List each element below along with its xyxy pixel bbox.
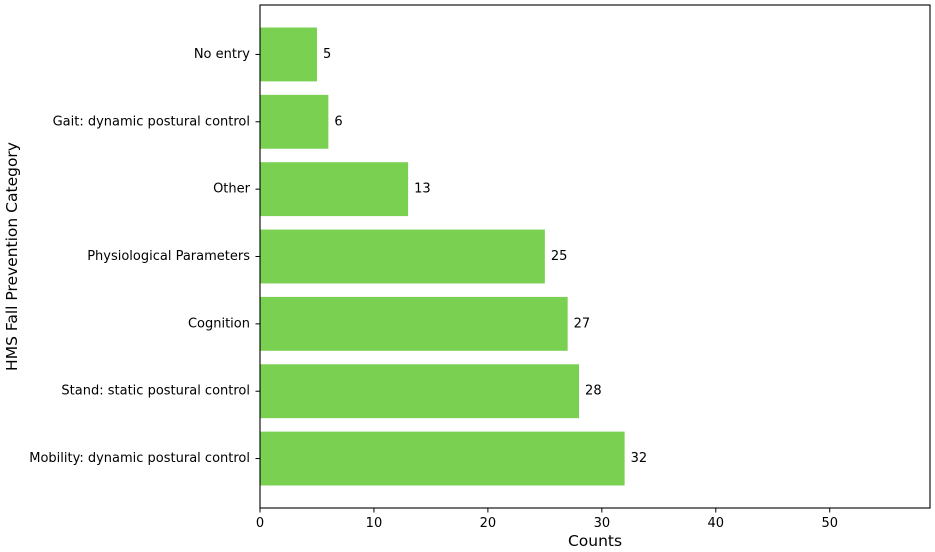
x-axis-label: Counts — [568, 532, 622, 550]
bar-6 — [260, 27, 317, 82]
y-axis-ticks: Mobility: dynamic postural control Stand:… — [29, 47, 260, 466]
bar-5 — [260, 94, 329, 149]
x-tick-label-4: 40 — [708, 516, 725, 531]
bars-group: 32 28 27 25 13 6 5 — [260, 27, 648, 486]
x-axis-ticks: 0 10 20 30 40 50 — [256, 508, 838, 531]
data-label-0: 32 — [631, 451, 648, 466]
data-label-6: 5 — [323, 47, 331, 62]
bar-2 — [260, 296, 568, 351]
y-tick-label-2: Cognition — [188, 316, 250, 331]
bar-1 — [260, 364, 580, 419]
bar-3 — [260, 229, 545, 284]
x-tick-label-1: 10 — [366, 516, 383, 531]
bar-4 — [260, 162, 409, 217]
y-tick-label-6: No entry — [194, 47, 250, 62]
y-tick-label-1: Stand: static postural control — [61, 384, 250, 399]
x-tick-label-0: 0 — [256, 516, 264, 531]
x-tick-label-3: 30 — [594, 516, 611, 531]
y-axis-label: HMS Fall Prevention Category — [3, 142, 21, 371]
y-tick-label-5: Gait: dynamic postural control — [53, 114, 250, 129]
bar-0 — [260, 431, 625, 486]
y-tick-label-4: Other — [213, 182, 251, 197]
data-label-4: 13 — [414, 182, 431, 197]
x-tick-label-2: 20 — [480, 516, 497, 531]
data-label-5: 6 — [334, 114, 342, 129]
y-tick-label-3: Physiological Parameters — [87, 249, 250, 264]
plot-frame — [259, 4, 931, 509]
x-tick-label-5: 50 — [821, 516, 838, 531]
data-label-2: 27 — [574, 316, 591, 331]
data-label-3: 25 — [551, 249, 568, 264]
data-label-1: 28 — [585, 384, 602, 399]
y-tick-label-0: Mobility: dynamic postural control — [29, 451, 250, 466]
